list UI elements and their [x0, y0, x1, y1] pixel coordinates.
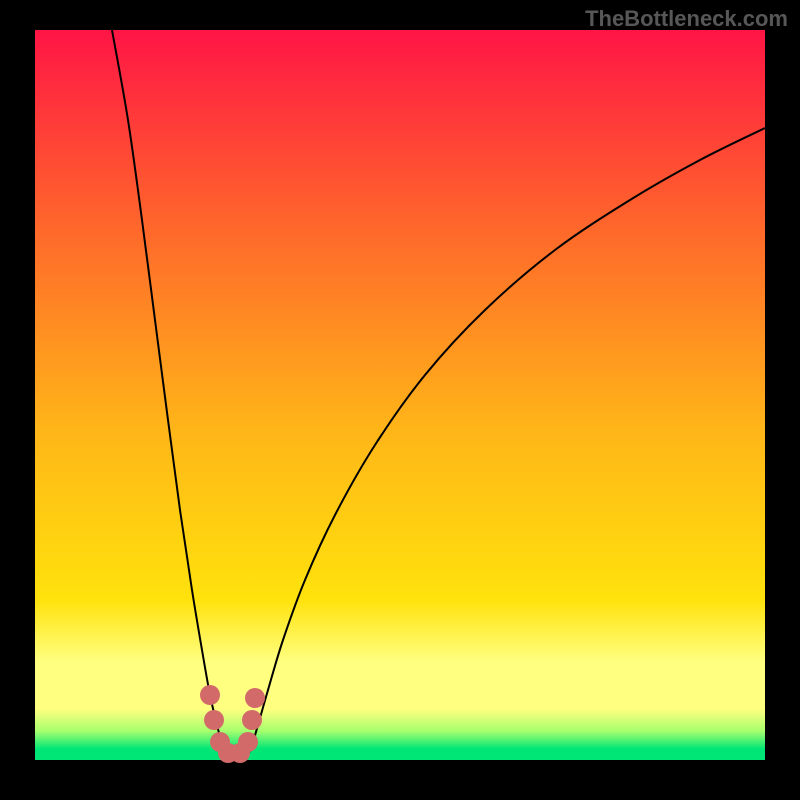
chart-container: TheBottleneck.com	[0, 0, 800, 800]
watermark-text: TheBottleneck.com	[585, 6, 788, 32]
plot-background	[35, 30, 765, 760]
marker-point	[238, 732, 258, 752]
bottleneck-chart	[0, 0, 800, 800]
marker-point	[245, 688, 265, 708]
marker-point	[200, 685, 220, 705]
marker-point	[242, 710, 262, 730]
marker-point	[204, 710, 224, 730]
